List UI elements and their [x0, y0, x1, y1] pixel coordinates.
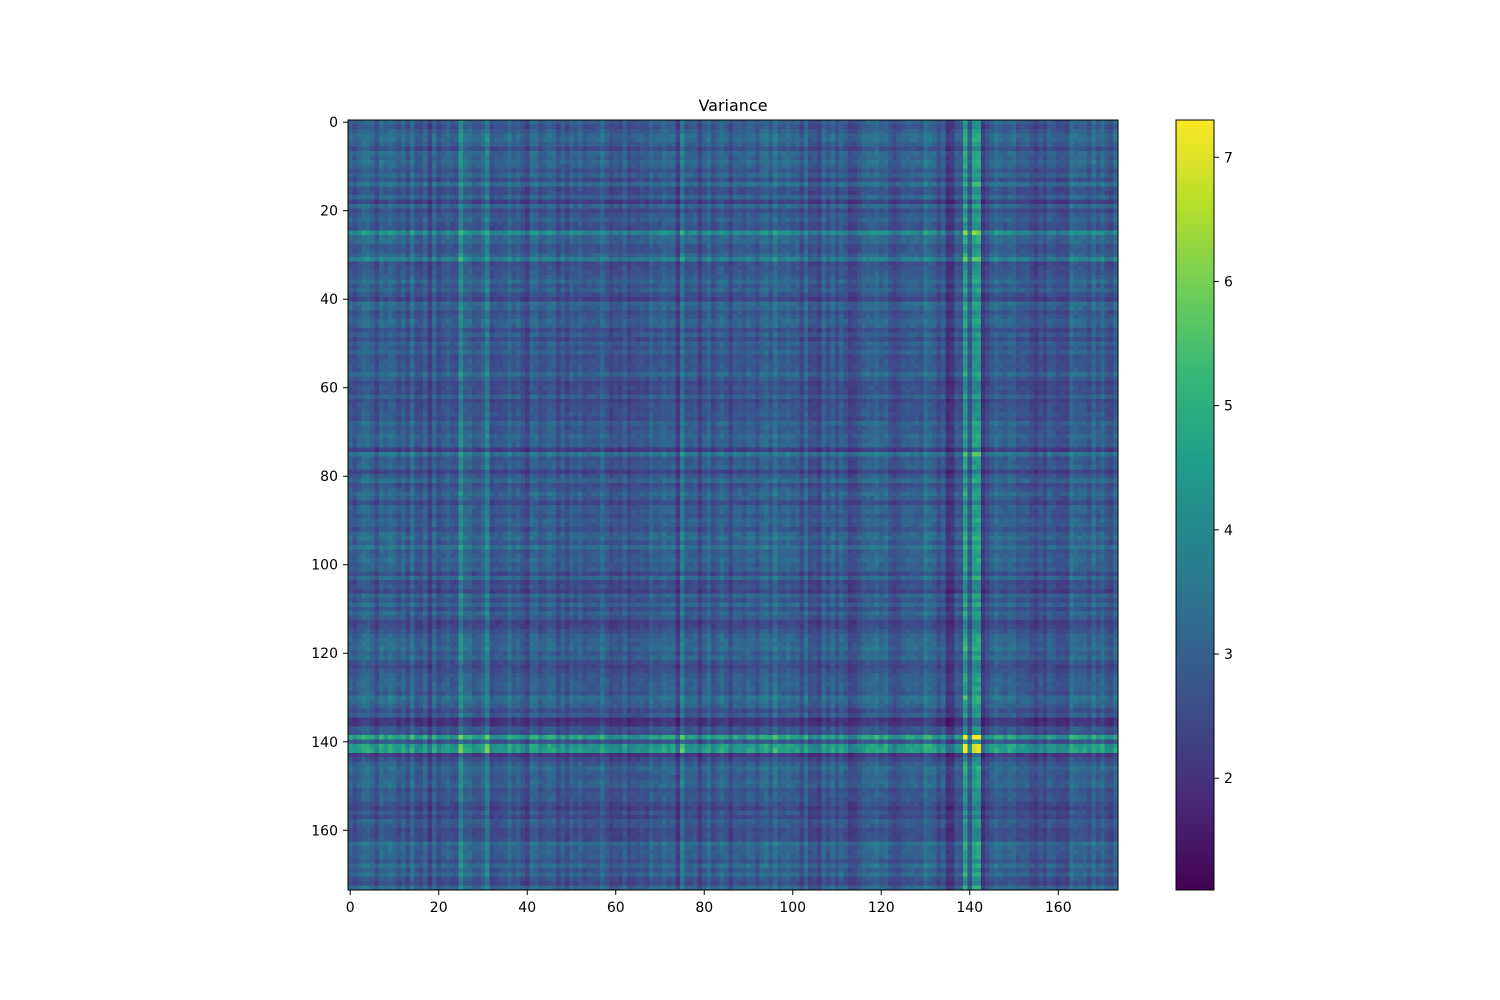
x-tick-label: 120 — [868, 900, 895, 916]
chart-title: Variance — [698, 96, 767, 115]
heatmap-area — [347, 119, 1119, 891]
y-tick-label: 20 — [320, 204, 338, 220]
colorbar: 2 3 4 5 6 7 — [1175, 119, 1233, 891]
x-tick-label: 0 — [346, 900, 355, 916]
colorbar-frame — [1175, 119, 1215, 891]
colorbar-tick-label: 4 — [1224, 523, 1233, 539]
y-tick-label: 160 — [311, 823, 338, 839]
y-tick-label: 80 — [320, 469, 338, 485]
heatmap-cells — [348, 120, 1118, 890]
colorbar-tick-label: 3 — [1224, 647, 1233, 663]
y-tick-label: 120 — [311, 646, 338, 662]
x-tick-label: 60 — [607, 900, 625, 916]
x-tick-label: 140 — [956, 900, 983, 916]
x-tick-label: 160 — [1045, 900, 1072, 916]
y-tick-label: 140 — [311, 735, 338, 751]
colorbar-tick-label: 2 — [1224, 771, 1233, 787]
colorbar-tick-label: 5 — [1224, 399, 1233, 415]
y-tick-label: 100 — [311, 558, 338, 574]
x-tick-label: 80 — [695, 900, 713, 916]
colorbar-tick-label: 7 — [1224, 150, 1233, 166]
y-axis: 0 20 40 60 80 100 120 140 160 — [311, 115, 348, 839]
colorbar-tick-label: 6 — [1224, 274, 1233, 290]
y-tick-label: 40 — [320, 292, 338, 308]
y-tick-label: 60 — [320, 381, 338, 397]
x-tick-label: 100 — [779, 900, 806, 916]
x-tick-label: 20 — [430, 900, 448, 916]
colorbar-gradient — [1176, 120, 1214, 890]
plot-frame — [347, 119, 1119, 891]
x-tick-label: 40 — [518, 900, 536, 916]
x-axis: 0 20 40 60 80 100 120 140 160 — [346, 890, 1072, 916]
y-tick-label: 0 — [329, 115, 338, 131]
